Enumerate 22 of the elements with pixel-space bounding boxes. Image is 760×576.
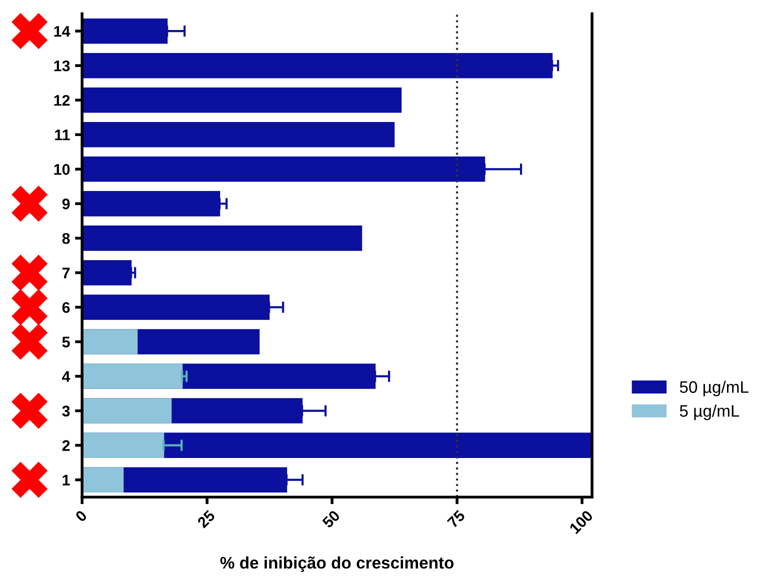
y-tick-label: 4 xyxy=(62,371,70,382)
y-tick-label: 3 xyxy=(62,406,70,416)
x-tick-label: 75 xyxy=(446,510,466,528)
y-tick-label: 14 xyxy=(54,26,70,37)
y-tick-label: 1 xyxy=(62,474,70,486)
y-tick-label: 6 xyxy=(62,302,70,313)
y-tick-label: 9 xyxy=(62,198,70,210)
y-tick-label: 5 xyxy=(62,336,70,348)
y-tick-label: 7 xyxy=(62,268,70,278)
x-tick-label: 0 xyxy=(74,510,88,522)
x-tick-label: 25 xyxy=(196,509,216,528)
y-tick-label: 11 xyxy=(55,130,70,140)
x-tick-label: 100 xyxy=(568,510,594,534)
y-tick-label: 13 xyxy=(54,60,70,72)
x-tick-label: 50 xyxy=(322,510,341,529)
y-tick-label: 2 xyxy=(62,440,70,451)
legend-label: 50 µg/mL xyxy=(680,380,748,396)
legend-label: 5 µg/mL xyxy=(680,404,740,420)
y-tick-label: 8 xyxy=(62,233,70,244)
y-tick-label: 12 xyxy=(54,94,70,106)
y-tick-label: 10 xyxy=(54,164,70,175)
x-axis-title: % de inibição do crescimento xyxy=(220,556,454,572)
